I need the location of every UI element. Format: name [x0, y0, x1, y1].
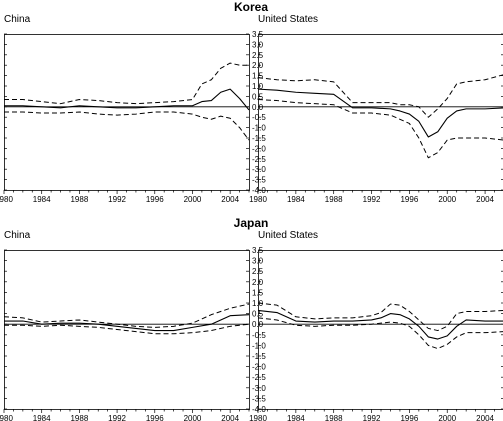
japan-china-chart: 3.5 3.02.5 2.01.5 1.0 0.50.0 -0.5-1.0 -1.5 -2.0… — [0, 246, 266, 421]
korea-china-ytick-label: 0.0 — [252, 103, 264, 112]
korea-china-ytick-label: 3.0 — [252, 40, 264, 49]
korea-us-chart: 3.53.0 2.52.0 1.51.00.5 0.0-0.5 -1.0-1.5-2.0… — [249, 33, 503, 204]
korea-us-subtitle: United States — [258, 14, 318, 25]
korea-china-xtick-label: 1996 — [146, 195, 164, 204]
japan-china-ytick-label: -2.0 — [252, 363, 266, 372]
korea-us-upper-line — [257, 74, 503, 118]
japan-china-xtick-label: 1984 — [33, 414, 51, 421]
korea-china-ytick-label: 2.5 — [252, 51, 264, 60]
japan-us-xtick-label: 2000 — [438, 414, 456, 421]
korea-china-subtitle: China — [4, 14, 31, 25]
japan-china-upper-line — [3, 303, 250, 328]
korea-china-xtick-label: 1984 — [33, 195, 51, 204]
japan-us-xtick-label: 1988 — [325, 414, 343, 421]
japan-china-xtick-label: 2000 — [184, 414, 202, 421]
korea-us-estimate-line — [257, 88, 503, 138]
japan-us-plot-frame — [258, 250, 503, 410]
korea-us-xtick-label: 2000 — [438, 195, 456, 204]
korea-china-ytick-label: 3.5 — [252, 30, 264, 39]
korea-us-xtick-label: 1996 — [400, 195, 418, 204]
japan-china-ytick-label: -1.0 — [252, 341, 266, 350]
korea-china-ytick-label: -2.0 — [252, 144, 266, 153]
korea-china-ytick-label: -3.0 — [252, 165, 266, 174]
korea-us-xtick-label: 1980 — [249, 195, 267, 204]
japan-china-ytick-label: 2.5 — [252, 267, 264, 276]
korea-china-xtick-label: 2004 — [221, 195, 239, 204]
korea-us-xtick-label: 1984 — [287, 195, 305, 204]
japan-china-xtick-label: 1980 — [0, 414, 13, 421]
japan-us-xtick-label: 1980 — [249, 414, 267, 421]
japan-china-xtick-label: 1988 — [70, 414, 88, 421]
japan-china-ytick-label: -1.5 — [252, 352, 266, 361]
korea-us-xtick-label: 1988 — [325, 195, 343, 204]
japan-us-lower-line — [257, 317, 503, 350]
korea-china-plot-frame — [4, 34, 250, 191]
japan-china-ytick-label: 2.0 — [252, 278, 264, 287]
korea-china-xtick-label: 2000 — [184, 195, 202, 204]
korea-china-chart: 3.53.0 2.52.0 1.51.00.5 0.0-0.5 -1.0-1.5-2.0… — [0, 30, 266, 204]
japan-us-estimate-line — [257, 309, 503, 340]
korea-us-plot-frame — [258, 34, 503, 191]
korea-china-lower-line — [4, 111, 250, 141]
japan-china-ytick-label: -0.5 — [252, 331, 266, 340]
korea-china-xtick-label: 1992 — [108, 195, 126, 204]
japan-china-ytick-label: 1.5 — [252, 288, 264, 297]
japan-china-ytick-label: -3.5 — [252, 394, 266, 403]
japan-china-xtick-label: 1992 — [108, 414, 126, 421]
japan-us-xtick-label: 2004 — [476, 414, 494, 421]
korea-china-ytick-label: -1.5 — [252, 134, 266, 143]
japan-us-xtick-label: 1992 — [363, 414, 381, 421]
korea-china-upper-line — [4, 62, 249, 105]
japan-china-ytick-label: 3.0 — [252, 257, 264, 266]
korea-china-ytick-label: 2.0 — [252, 61, 264, 70]
korea-china-ytick-label: 0.5 — [252, 92, 264, 101]
korea-us-lower-line — [257, 99, 503, 159]
korea-china-ytick-label: -1.0 — [252, 124, 266, 133]
japan-china-ytick-label: 0.5 — [252, 310, 264, 319]
korea-china-xtick-label: 1988 — [70, 195, 88, 204]
japan-china-ytick-label: -2.5 — [252, 373, 266, 382]
japan-china-ytick-label: 0.0 — [252, 320, 264, 329]
korea-china-ytick-label: -0.5 — [252, 113, 266, 122]
korea-china-ytick-label: -2.5 — [252, 155, 266, 164]
japan-us-xtick-label: 1984 — [287, 414, 305, 421]
korea-us-xtick-label: 2004 — [476, 195, 494, 204]
korea-us-xtick-label: 1992 — [363, 195, 381, 204]
japan-china-plot-frame — [4, 250, 250, 410]
japan-china-lower-line — [4, 323, 250, 335]
japan-china-estimate-line — [4, 314, 250, 332]
japan-china-xtick-label: 2004 — [221, 414, 239, 421]
korea-china-ytick-label: 1.0 — [252, 82, 264, 91]
japan-china-subtitle: China — [4, 230, 31, 241]
japan-us-subtitle: United States — [258, 230, 318, 241]
korea-china-estimate-line — [4, 88, 250, 111]
japan-heading: Japan — [234, 216, 269, 230]
japan-us-chart: 3.5 3.02.5 2.01.5 1.0 0.50.0 -0.5-1.0 -1.5 -2.0… — [249, 249, 503, 421]
korea-china-ytick-label: -3.5 — [252, 176, 266, 185]
korea-china-ytick-label: 1.5 — [252, 72, 264, 81]
japan-china-xtick-label: 1996 — [146, 414, 164, 421]
japan-china-ytick-label: 1.0 — [252, 299, 264, 308]
japan-us-xtick-label: 1996 — [400, 414, 418, 421]
japan-china-ytick-label: -3.0 — [252, 384, 266, 393]
japan-us-upper-line — [257, 302, 503, 332]
korea-heading: Korea — [234, 0, 268, 14]
japan-china-ytick-label: 3.5 — [252, 246, 264, 255]
korea-china-xtick-label: 1980 — [0, 195, 13, 204]
